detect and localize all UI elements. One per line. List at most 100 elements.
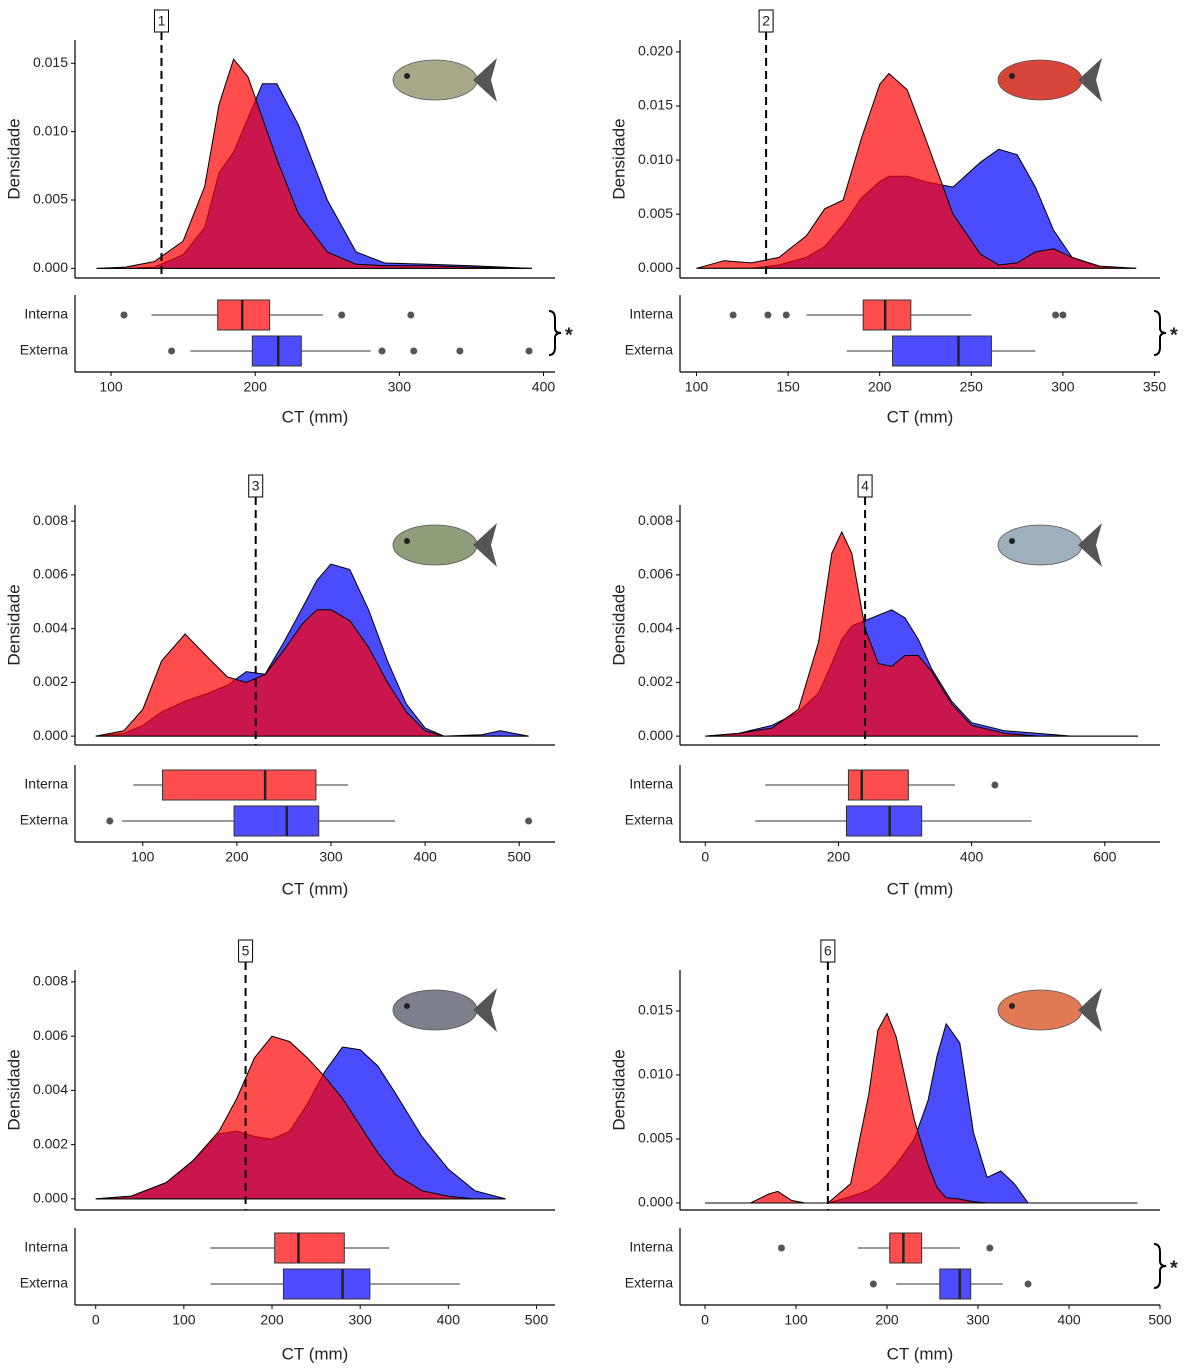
outlier [168,348,175,355]
panel-label: 2 [762,13,770,29]
x-tick-label: 400 [437,1312,461,1328]
y-tick-label: 0.005 [33,191,68,207]
x-axis-title: CT (mm) [887,407,954,426]
x-tick-label: 100 [172,1312,196,1328]
x-tick-label: 200 [868,379,892,395]
box-label: Externa [625,812,673,828]
x-tick-label: 0 [92,1312,100,1328]
significance-marker: * [1170,324,1178,346]
x-tick-label: 300 [388,379,412,395]
x-axis-title: CT (mm) [887,879,954,898]
y-tick-label: 0.002 [33,673,68,689]
y-axis-title: Densidade [609,1049,628,1130]
x-axis-title: CT (mm) [282,879,349,898]
y-tick-label: 0.006 [638,566,673,582]
x-tick-label: 100 [784,1312,808,1328]
x-tick-label: 0 [701,1312,709,1328]
x-tick-label: 150 [776,379,800,395]
x-tick-label: 200 [260,1312,284,1328]
fish-tail [473,58,497,102]
box-label: Interna [24,1239,68,1255]
x-tick-label: 300 [319,849,343,865]
outlier [1059,312,1066,319]
y-tick-label: 0.008 [638,512,673,528]
box [252,336,301,366]
significance-brace [1154,1244,1166,1288]
density-area [705,532,1138,736]
x-tick-label: 600 [1093,849,1117,865]
box-label: Interna [629,776,673,792]
x-tick-label: 300 [348,1312,372,1328]
fish-illustration [998,60,1082,100]
panel-label: 6 [824,943,832,959]
outlier [783,312,790,319]
box-label: Interna [629,1239,673,1255]
x-axis-title: CT (mm) [282,1344,349,1363]
y-axis-title: Densidade [4,584,23,665]
y-tick-label: 0.010 [638,151,673,167]
density-area [697,74,1137,269]
panel-label: 5 [242,943,250,959]
y-tick-label: 0.000 [638,259,673,275]
x-tick-label: 100 [131,849,155,865]
x-tick-label: 400 [1057,1312,1081,1328]
x-tick-label: 200 [244,379,268,395]
outlier [407,312,414,319]
x-tick-label: 300 [966,1312,990,1328]
y-tick-label: 0.005 [638,205,673,221]
box-label: Externa [625,1275,673,1291]
panel-label: 4 [861,478,869,494]
outlier [456,348,463,355]
outlier [991,782,998,789]
box [275,1233,345,1263]
x-tick-label: 200 [225,849,249,865]
box [890,1233,922,1263]
y-tick-label: 0.008 [33,512,68,528]
y-tick-label: 0.015 [638,97,673,113]
y-axis-title: Densidade [4,118,23,199]
y-tick-label: 0.010 [638,1066,673,1082]
density-area [96,610,529,736]
y-tick-label: 0.008 [33,973,68,989]
fish-eye [1009,1003,1015,1009]
significance-marker: * [1170,1257,1178,1279]
significance-marker: * [565,324,573,346]
x-tick-label: 400 [532,379,556,395]
y-axis-title: Densidade [4,1049,23,1130]
box [863,300,911,330]
fish-illustration [393,525,477,565]
outlier [525,818,532,825]
x-axis-title: CT (mm) [887,1344,954,1363]
x-tick-label: 300 [1051,379,1075,395]
y-tick-label: 0.004 [33,1081,68,1097]
x-tick-label: 200 [827,849,851,865]
fish-illustration [998,990,1082,1030]
box [848,770,908,800]
y-axis-title: Densidade [609,118,628,199]
outlier [730,312,737,319]
y-tick-label: 0.002 [33,1135,68,1151]
box-label: Interna [24,776,68,792]
box-label: Interna [629,306,673,322]
outlier [106,818,113,825]
box-label: Interna [24,306,68,322]
box [283,1269,369,1299]
y-tick-label: 0.000 [638,1194,673,1210]
fish-illustration [393,990,477,1030]
outlier [410,348,417,355]
outlier [526,348,533,355]
box-label: Externa [20,342,68,358]
y-tick-label: 0.000 [33,259,68,275]
box [893,336,992,366]
x-tick-label: 500 [1148,1312,1172,1328]
outlier [778,1245,785,1252]
box-label: Externa [20,1275,68,1291]
box [234,806,319,836]
x-tick-label: 350 [1143,379,1167,395]
fish-eye [404,538,410,544]
box [940,1269,971,1299]
outlier [1052,312,1059,319]
fish-illustration [393,60,477,100]
fish-tail [1078,58,1102,102]
x-tick-label: 250 [960,379,984,395]
